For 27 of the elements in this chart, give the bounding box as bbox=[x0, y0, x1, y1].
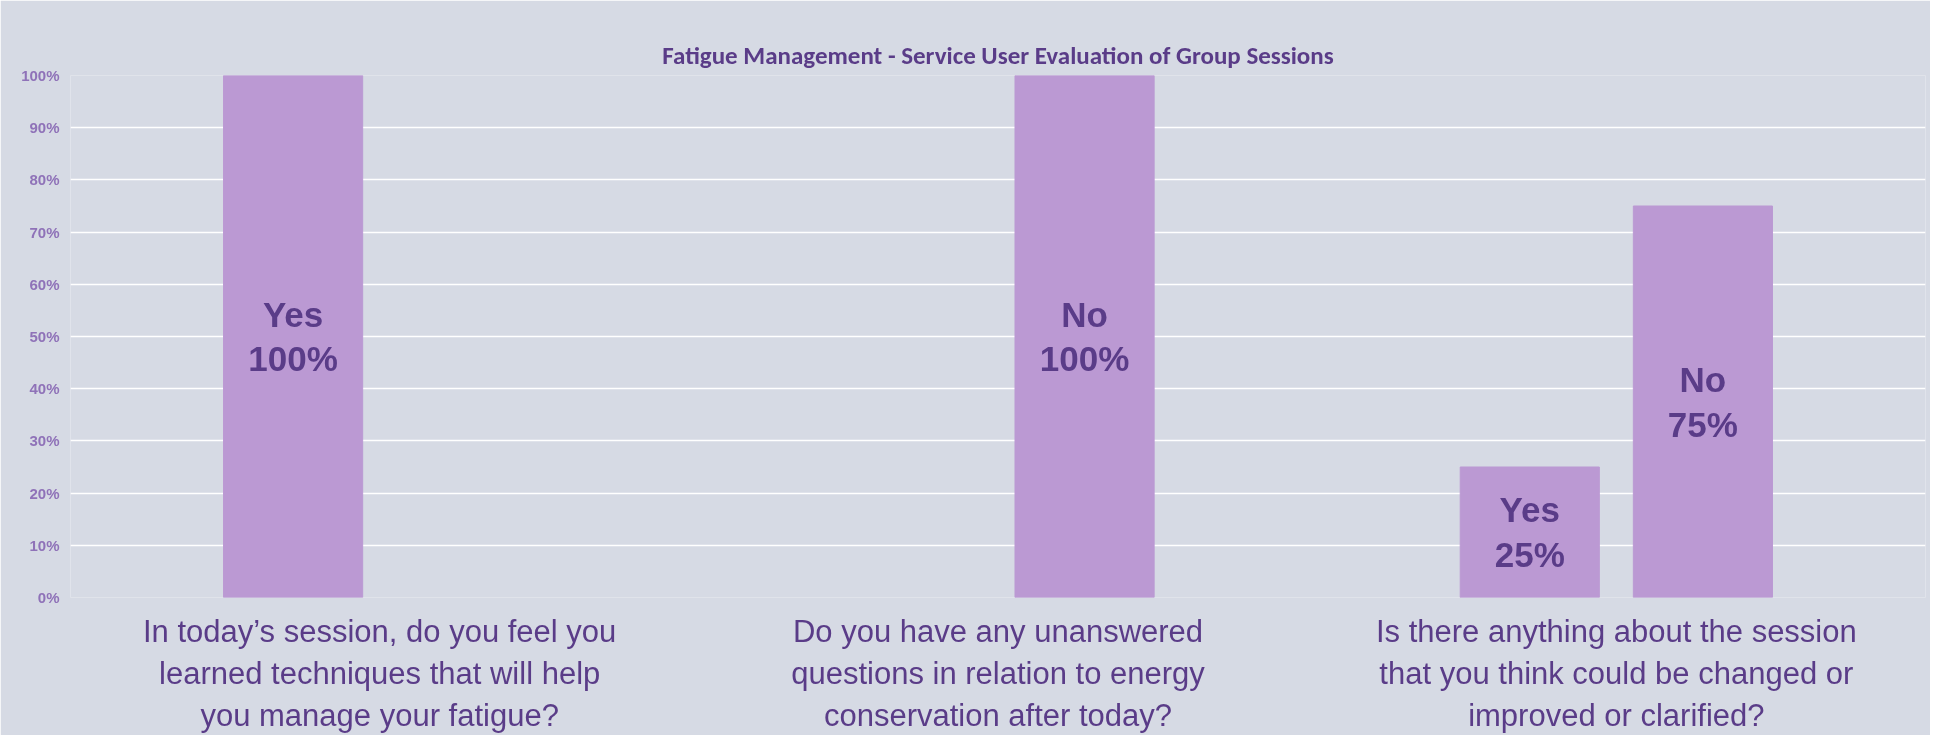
x-tick-label: Is there anything about the session that you think could be changed or improved or clarified? bbox=[1375, 613, 1857, 733]
bar bbox=[1014, 75, 1155, 598]
y-tick-label: 70% bbox=[29, 223, 60, 241]
series-label: Yes bbox=[1499, 490, 1560, 530]
data-label: 75% bbox=[1667, 404, 1738, 444]
series-label: No bbox=[1061, 294, 1108, 334]
chart-title: Fatigue Management - Service User Evaluation of Group Sessions bbox=[662, 39, 1334, 71]
x-tick-label: In today’s session, do you feel you learned techniques that will help you manage your fatigue? bbox=[143, 613, 617, 733]
y-tick-label: 60% bbox=[29, 275, 60, 293]
y-tick-label: 10% bbox=[29, 536, 60, 554]
y-tick-label: 0% bbox=[37, 589, 60, 606]
data-label: 100% bbox=[1039, 339, 1130, 379]
data-label: 25% bbox=[1494, 535, 1565, 575]
y-tick-label: 30% bbox=[29, 432, 60, 450]
text: No bbox=[1679, 359, 1727, 399]
x-tick-label: Do you have any unanswered questions in relation to energy conservation after today? bbox=[791, 613, 1206, 733]
y-tick-label: 20% bbox=[29, 484, 60, 502]
text: Yes bbox=[262, 294, 324, 334]
bar bbox=[223, 75, 364, 598]
y-tick-label: 40% bbox=[29, 380, 60, 398]
bar bbox=[1459, 466, 1600, 598]
data-label: 100% bbox=[248, 339, 338, 379]
y-tick-label: 50% bbox=[29, 328, 60, 345]
y-tick-label: 90% bbox=[29, 119, 60, 137]
bar bbox=[1632, 205, 1773, 598]
y-tick-label: 100% bbox=[21, 67, 60, 84]
y-tick-label: 80% bbox=[29, 171, 60, 189]
